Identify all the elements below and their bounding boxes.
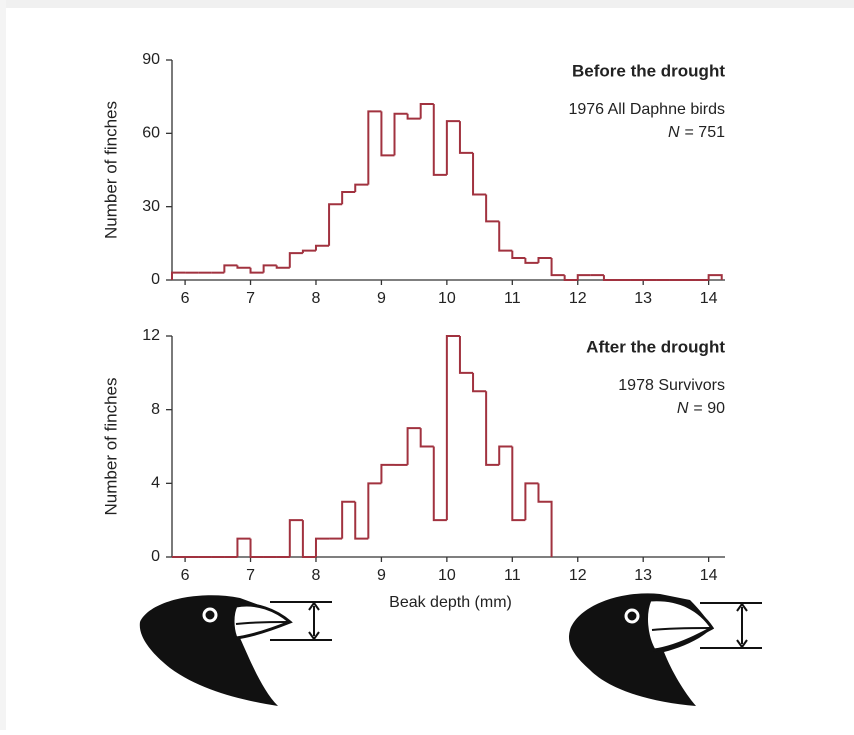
x-tick-label: 12 [569, 567, 587, 584]
x-tick-label: 7 [246, 290, 255, 307]
left-band [0, 0, 6, 730]
histogram-step [171, 271, 186, 280]
x-tick-label: 10 [438, 290, 456, 307]
histogram-step [249, 267, 264, 274]
top-band [0, 0, 854, 8]
histogram-step [432, 104, 447, 176]
histogram-step [458, 336, 474, 374]
x-tick-label: 6 [181, 290, 190, 307]
n-value: = 751 [685, 124, 726, 141]
histogram-step [485, 391, 500, 466]
histogram-step [445, 335, 460, 521]
histogram-step [537, 483, 553, 557]
histogram-step [445, 120, 460, 175]
histogram-step [498, 445, 513, 465]
histogram-step [419, 103, 434, 119]
histogram-step [328, 203, 343, 246]
x-tick-label: 13 [634, 567, 652, 584]
x-tick-label: 9 [377, 290, 386, 307]
histogram-step [249, 538, 264, 558]
panel-title: After the drought [586, 337, 725, 356]
sample-size: N = 90 [677, 400, 725, 417]
x-tick-label: 9 [377, 567, 386, 584]
y-axis-label: Number of finches [101, 101, 120, 239]
histogram-step [341, 191, 356, 205]
histogram-step [406, 113, 421, 120]
histogram-step [419, 428, 434, 448]
histogram-step [511, 250, 526, 259]
histogram-step [354, 501, 369, 540]
x-tick-label: 10 [438, 567, 456, 584]
x-tick-label: 14 [700, 290, 718, 307]
histogram-step [288, 252, 303, 268]
histogram-step [576, 274, 591, 280]
y-tick-label: 4 [151, 475, 160, 492]
n-value: = 90 [693, 400, 725, 417]
histogram-step [511, 446, 526, 522]
histogram-step [393, 112, 408, 156]
sample-size: N = 751 [668, 124, 725, 141]
x-tick-label: 11 [504, 567, 521, 584]
x-tick-label: 6 [181, 567, 190, 584]
n-symbol: N [668, 124, 680, 141]
histogram-step [223, 264, 238, 273]
histogram-step [537, 257, 552, 263]
histogram-step [472, 152, 487, 196]
histogram-step [314, 244, 330, 251]
histogram-step [354, 183, 369, 192]
histogram-step [236, 537, 251, 557]
histogram-step [524, 482, 539, 521]
y-tick-label: 60 [142, 125, 160, 142]
histogram-step [367, 482, 382, 539]
histogram-step [707, 274, 723, 280]
histogram-step [563, 275, 578, 281]
histogram-step [498, 221, 513, 252]
histogram-step [301, 520, 316, 558]
x-tick-label: 12 [569, 290, 587, 307]
histogram-step [485, 194, 500, 223]
y-axis-label: Number of finches [101, 378, 120, 516]
histogram-step [550, 258, 565, 277]
x-tick-label: 8 [312, 290, 321, 307]
bird-deep-beak [568, 593, 762, 706]
histogram-step [524, 258, 539, 264]
histogram-step [380, 111, 395, 157]
panel-subtitle: 1976 All Daphne birds [568, 101, 725, 118]
bird-narrow-beak [139, 595, 332, 706]
histogram-step [367, 110, 382, 185]
histogram-step [472, 372, 487, 393]
histogram-step [236, 265, 251, 269]
histogram-step [602, 275, 618, 281]
x-tick-label: 7 [246, 567, 255, 584]
histogram-step [314, 537, 330, 557]
histogram-step [432, 446, 447, 522]
y-tick-label: 30 [142, 198, 160, 215]
x-tick-label: 11 [504, 290, 521, 307]
y-tick-label: 0 [151, 548, 160, 565]
x-tick-label: 14 [700, 567, 718, 584]
panel-title: Before the drought [572, 61, 725, 80]
n-symbol: N [677, 400, 689, 417]
histogram-step [380, 463, 395, 484]
panel-subtitle: 1978 Survivors [618, 377, 725, 394]
y-tick-label: 0 [151, 271, 160, 288]
histogram-step [301, 249, 316, 254]
histogram-step [262, 264, 277, 273]
histogram-step [275, 265, 290, 269]
histogram-step [406, 427, 421, 465]
x-tick-label: 13 [634, 290, 652, 307]
y-tick-label: 12 [142, 327, 160, 344]
histogram-step [288, 519, 303, 557]
y-tick-label: 8 [151, 401, 160, 418]
x-axis-label: Beak depth (mm) [389, 594, 512, 611]
histogram-step [458, 121, 474, 154]
x-tick-label: 8 [312, 567, 321, 584]
y-tick-label: 90 [142, 51, 160, 68]
histogram-step [341, 500, 356, 539]
